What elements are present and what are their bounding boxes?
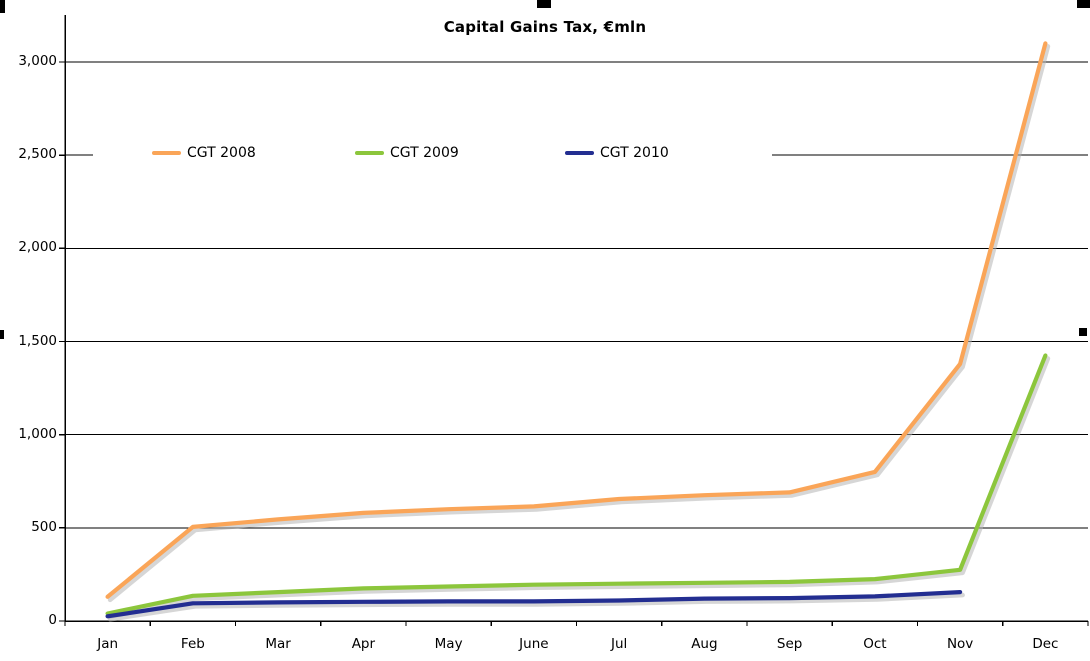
- chart-title: Capital Gains Tax, €mln: [443, 18, 647, 36]
- cgt-2009-line-swatch: [355, 150, 384, 155]
- x-axis-label: Jan: [97, 636, 119, 652]
- x-axis-label: Aug: [691, 636, 718, 652]
- y-axis-label: 1,000: [18, 425, 57, 442]
- selection-handle-top-middle[interactable]: [537, 0, 551, 8]
- legend-entry-cgt-2010[interactable]: CGT 2010: [565, 139, 669, 166]
- cgt-2008-line-swatch: [152, 150, 181, 155]
- y-axis-label: 2,000: [18, 239, 57, 256]
- legend-entry-cgt-2009[interactable]: CGT 2009: [355, 139, 459, 166]
- legend-entry-cgt-2008[interactable]: CGT 2008: [152, 139, 256, 166]
- legend[interactable]: CGT 2008 CGT 2009 CGT 2010: [93, 139, 772, 166]
- legend-label: CGT 2008: [187, 144, 256, 161]
- selection-handle-top-right[interactable]: [1077, 0, 1090, 8]
- x-axis-label: Nov: [946, 636, 974, 652]
- selection-handle-top-left[interactable]: [0, 0, 5, 13]
- x-axis-label: May: [434, 636, 463, 652]
- x-axis-label: Jul: [610, 636, 628, 652]
- y-axis-label: 3,000: [18, 53, 57, 69]
- x-axis-label: Oct: [863, 636, 887, 652]
- cgt-2010-line-swatch: [565, 150, 594, 155]
- legend-label: CGT 2009: [390, 144, 459, 161]
- x-axis-label: June: [519, 636, 549, 652]
- x-axis-label: Feb: [180, 636, 205, 652]
- selection-handle-middle-left[interactable]: [0, 330, 4, 339]
- x-axis-label: Mar: [265, 636, 291, 652]
- x-axis-label: Dec: [1032, 636, 1059, 652]
- x-axis-label: Apr: [351, 636, 376, 652]
- y-axis-label: 0: [48, 612, 57, 628]
- y-axis-label: 2,500: [18, 146, 57, 163]
- y-axis-label: 500: [31, 518, 57, 535]
- x-axis-label: Sep: [776, 636, 803, 652]
- y-axis-label: 1,500: [18, 332, 57, 349]
- legend-label: CGT 2010: [600, 144, 669, 161]
- selection-handle-middle-right[interactable]: [1079, 328, 1087, 336]
